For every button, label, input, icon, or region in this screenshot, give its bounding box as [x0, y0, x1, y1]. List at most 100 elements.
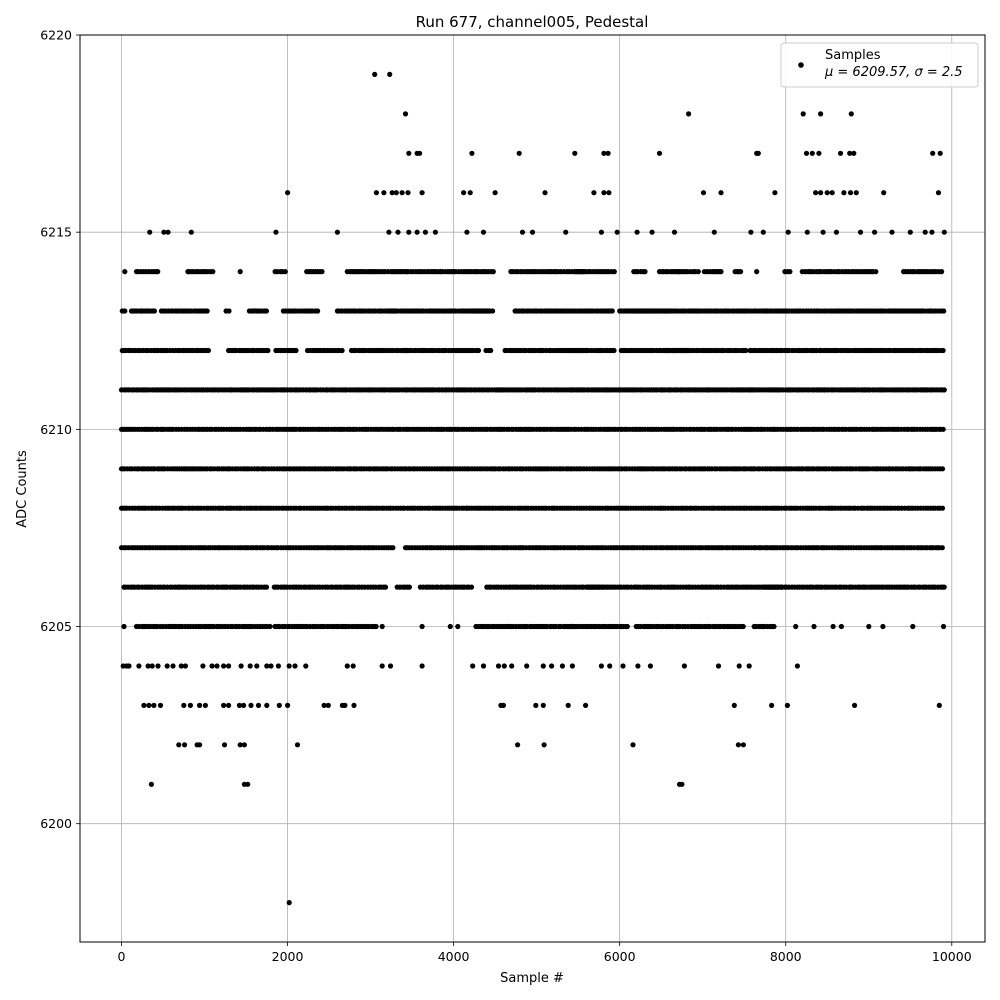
data-point: [248, 702, 254, 709]
data-point: [542, 190, 548, 196]
data-point: [122, 269, 128, 275]
data-point: [760, 229, 766, 235]
data-point: [267, 623, 273, 630]
data-point: [273, 229, 279, 235]
data-point: [285, 702, 291, 709]
y-axis-ticks: 6200 6205 6210 6215 6220: [40, 28, 80, 831]
data-point: [829, 190, 835, 196]
data-point: [937, 150, 943, 156]
data-point: [833, 229, 840, 235]
data-point: [614, 229, 620, 235]
data-point: [238, 663, 244, 669]
data-point: [847, 190, 854, 196]
data-point: [838, 623, 845, 630]
data-point: [226, 663, 232, 669]
data-point: [656, 150, 663, 156]
data-point: [480, 229, 487, 235]
data-point: [715, 663, 722, 669]
y-axis-label: ADC Counts: [15, 450, 30, 528]
data-point: [210, 269, 216, 275]
data-point: [820, 229, 826, 235]
data-point: [624, 623, 630, 630]
data-point: [226, 702, 232, 709]
data-point: [630, 742, 636, 748]
data-point: [816, 150, 822, 156]
x-tick-label: 8000: [770, 949, 802, 964]
data-point: [516, 150, 522, 156]
data-point: [910, 623, 916, 630]
data-point: [941, 584, 947, 590]
data-point: [818, 190, 824, 196]
data-point: [785, 229, 791, 235]
data-point: [940, 347, 946, 354]
data-point: [182, 663, 188, 669]
data-point: [155, 269, 161, 275]
data-point: [873, 269, 879, 275]
data-point: [541, 742, 547, 748]
data-point: [286, 663, 292, 669]
data-point: [149, 663, 155, 669]
data-point: [379, 663, 385, 669]
data-point: [490, 269, 496, 275]
data-point: [936, 702, 942, 709]
data-points: [118, 71, 947, 906]
data-point: [607, 663, 613, 669]
x-axis-ticks: 0 2000 4000 6000 8000 10000: [118, 942, 972, 964]
data-point: [414, 229, 420, 235]
data-point: [735, 742, 742, 748]
data-point: [157, 702, 164, 709]
data-point: [647, 663, 654, 669]
data-point: [178, 663, 184, 669]
data-point: [455, 623, 461, 630]
data-point: [490, 308, 496, 314]
data-point: [939, 269, 945, 275]
data-point: [136, 663, 142, 669]
data-point: [941, 387, 947, 393]
data-point: [642, 269, 648, 275]
data-point: [563, 229, 569, 235]
data-point: [221, 702, 227, 709]
data-point: [601, 190, 607, 196]
data-point: [847, 150, 853, 156]
data-point: [800, 111, 806, 117]
data-point: [197, 742, 203, 748]
data-point: [634, 229, 640, 235]
data-point: [387, 663, 394, 669]
data-point: [406, 150, 412, 156]
data-point: [344, 663, 350, 669]
data-point: [275, 663, 281, 669]
data-point: [794, 663, 801, 669]
data-point: [255, 702, 262, 709]
legend-box: [780, 42, 979, 88]
data-point: [146, 702, 152, 709]
data-point: [254, 663, 260, 669]
data-point: [787, 269, 793, 275]
data-point: [889, 229, 895, 235]
data-point: [830, 623, 836, 630]
data-point: [635, 663, 641, 669]
data-point: [793, 623, 799, 630]
data-point: [387, 71, 393, 77]
legend-series-label: Samples: [825, 48, 881, 63]
data-point: [176, 742, 182, 748]
data-point: [480, 663, 487, 669]
legend-marker: [798, 62, 804, 68]
data-point: [247, 663, 253, 669]
data-point: [263, 584, 270, 590]
data-point: [402, 111, 409, 117]
data-point: [686, 111, 692, 117]
data-point: [941, 308, 947, 314]
data-point: [731, 702, 737, 709]
data-point: [285, 190, 291, 196]
data-point: [559, 663, 566, 669]
data-point: [671, 229, 678, 235]
y-tick-label: 6210: [40, 422, 72, 437]
data-point: [419, 663, 425, 669]
data-point: [209, 663, 215, 669]
y-tick-label: 6220: [40, 28, 72, 43]
data-point: [929, 229, 935, 235]
data-point: [500, 702, 506, 709]
data-point: [372, 71, 378, 77]
